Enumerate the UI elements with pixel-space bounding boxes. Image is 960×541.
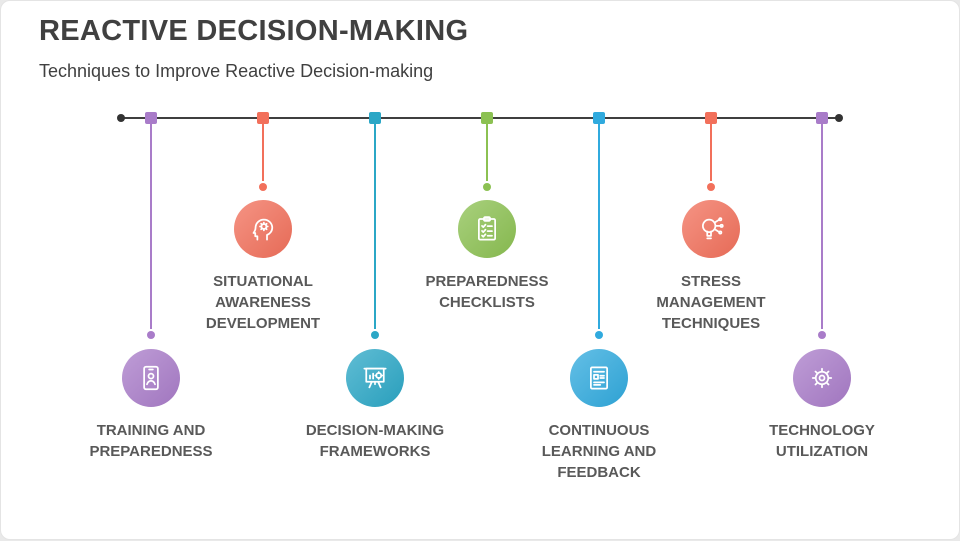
timeline-marker — [369, 112, 381, 124]
connector-dot — [371, 331, 379, 339]
step-label: TECHNOLOGY UTILIZATION — [769, 422, 875, 460]
step-label: PREPAREDNESS CHECKLISTS — [425, 273, 549, 311]
framework-board-icon — [363, 367, 387, 389]
timeline-item-technology: TECHNOLOGY UTILIZATION — [742, 1, 902, 541]
step-label: DECISION-MAKING FRAMEWORKS — [305, 422, 445, 460]
connector-line — [821, 124, 823, 329]
connector-dot — [147, 331, 155, 339]
timeline-item-situational-awareness: SITUATIONAL AWARENESS DEVELOPMENT — [183, 1, 343, 541]
step-icon-circle — [458, 200, 516, 258]
timeline-item-training: TRAINING AND PREPAREDNESS — [71, 1, 231, 541]
technology-gear-icon — [811, 367, 833, 389]
timeline-marker — [816, 112, 828, 124]
step-icon-circle — [122, 349, 180, 407]
connector-dot — [483, 183, 491, 191]
lightbulb-circuit-icon — [702, 217, 724, 240]
timeline-item-checklists: PREPAREDNESS CHECKLISTS — [407, 1, 567, 541]
connector-line — [374, 124, 376, 329]
timeline-item-stress-management: STRESS MANAGEMENT TECHNIQUES — [631, 1, 791, 541]
connector-line — [710, 124, 712, 181]
timeline-marker — [145, 112, 157, 124]
step-icon-circle — [570, 349, 628, 407]
timeline-end-dot — [835, 114, 843, 122]
step-icon-circle — [793, 349, 851, 407]
timeline-line — [121, 117, 839, 119]
timeline-start-dot — [117, 114, 125, 122]
step-icon-circle — [234, 200, 292, 258]
head-gear-icon — [252, 218, 274, 241]
checklist-icon — [478, 216, 496, 241]
page-title: REACTIVE DECISION-MAKING — [39, 15, 469, 47]
step-icon-circle — [346, 349, 404, 407]
timeline-item-frameworks: DECISION-MAKING FRAMEWORKS — [295, 1, 455, 541]
connector-line — [486, 124, 488, 181]
connector-dot — [595, 331, 603, 339]
connector-dot — [818, 331, 826, 339]
step-label: SITUATIONAL AWARENESS DEVELOPMENT — [205, 273, 321, 332]
connector-dot — [259, 183, 267, 191]
timeline-marker — [257, 112, 269, 124]
page-subtitle: Techniques to Improve Reactive Decision-… — [39, 61, 434, 81]
timeline-marker — [481, 112, 493, 124]
connector-line — [150, 124, 152, 329]
timeline-marker — [705, 112, 717, 124]
connector-dot — [707, 183, 715, 191]
timeline-marker — [593, 112, 605, 124]
connector-line — [262, 124, 264, 181]
step-label: STRESS MANAGEMENT TECHNIQUES — [656, 273, 766, 332]
step-label: CONTINUOUS LEARNING AND FEEDBACK — [541, 422, 657, 481]
step-label: TRAINING AND PREPAREDNESS — [89, 422, 213, 460]
training-device-icon — [143, 365, 159, 391]
connector-line — [598, 124, 600, 329]
timeline-item-continuous-learning: CONTINUOUS LEARNING AND FEEDBACK — [519, 1, 679, 541]
feedback-report-icon — [590, 366, 608, 390]
step-icon-circle — [682, 200, 740, 258]
